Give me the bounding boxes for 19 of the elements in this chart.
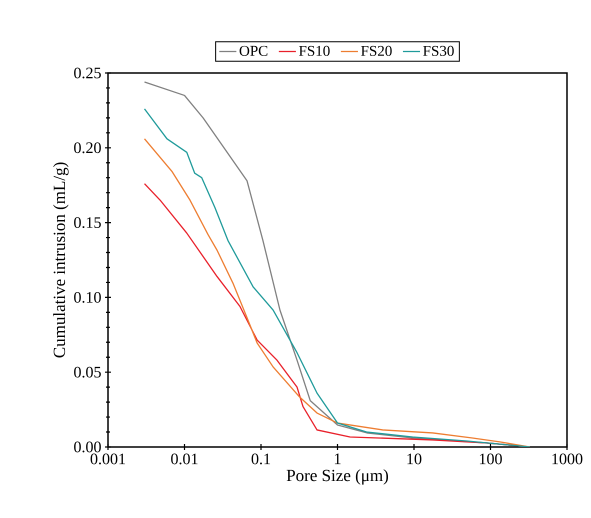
x-tick-label: 10 xyxy=(407,454,422,464)
y-tick-label: 0.20 xyxy=(74,142,101,154)
legend-label: FS30 xyxy=(423,46,454,56)
x-tick-label: 1 xyxy=(334,454,341,464)
x-tick-label: 1000 xyxy=(552,454,582,464)
y-tick-label: 0.00 xyxy=(74,442,101,452)
x-tick-label: 0.1 xyxy=(252,454,270,464)
y-tick-label: 0.15 xyxy=(74,217,101,228)
x-axis-title: Pore Size (μm) xyxy=(286,469,388,485)
legend-label: FS20 xyxy=(361,46,392,56)
x-tick-label: 0.001 xyxy=(90,454,126,464)
x-tick-label: 0.01 xyxy=(171,454,198,464)
legend-label: OPC xyxy=(240,46,268,56)
y-tick-label: 0.25 xyxy=(74,68,101,78)
x-tick-label: 100 xyxy=(480,454,502,464)
legend-label: FS10 xyxy=(299,46,330,56)
y-axis-title: Cumulative intrusion (mL/g) xyxy=(53,162,69,358)
y-tick-label: 0.10 xyxy=(74,292,101,303)
y-tick-label: 0.05 xyxy=(74,366,101,378)
